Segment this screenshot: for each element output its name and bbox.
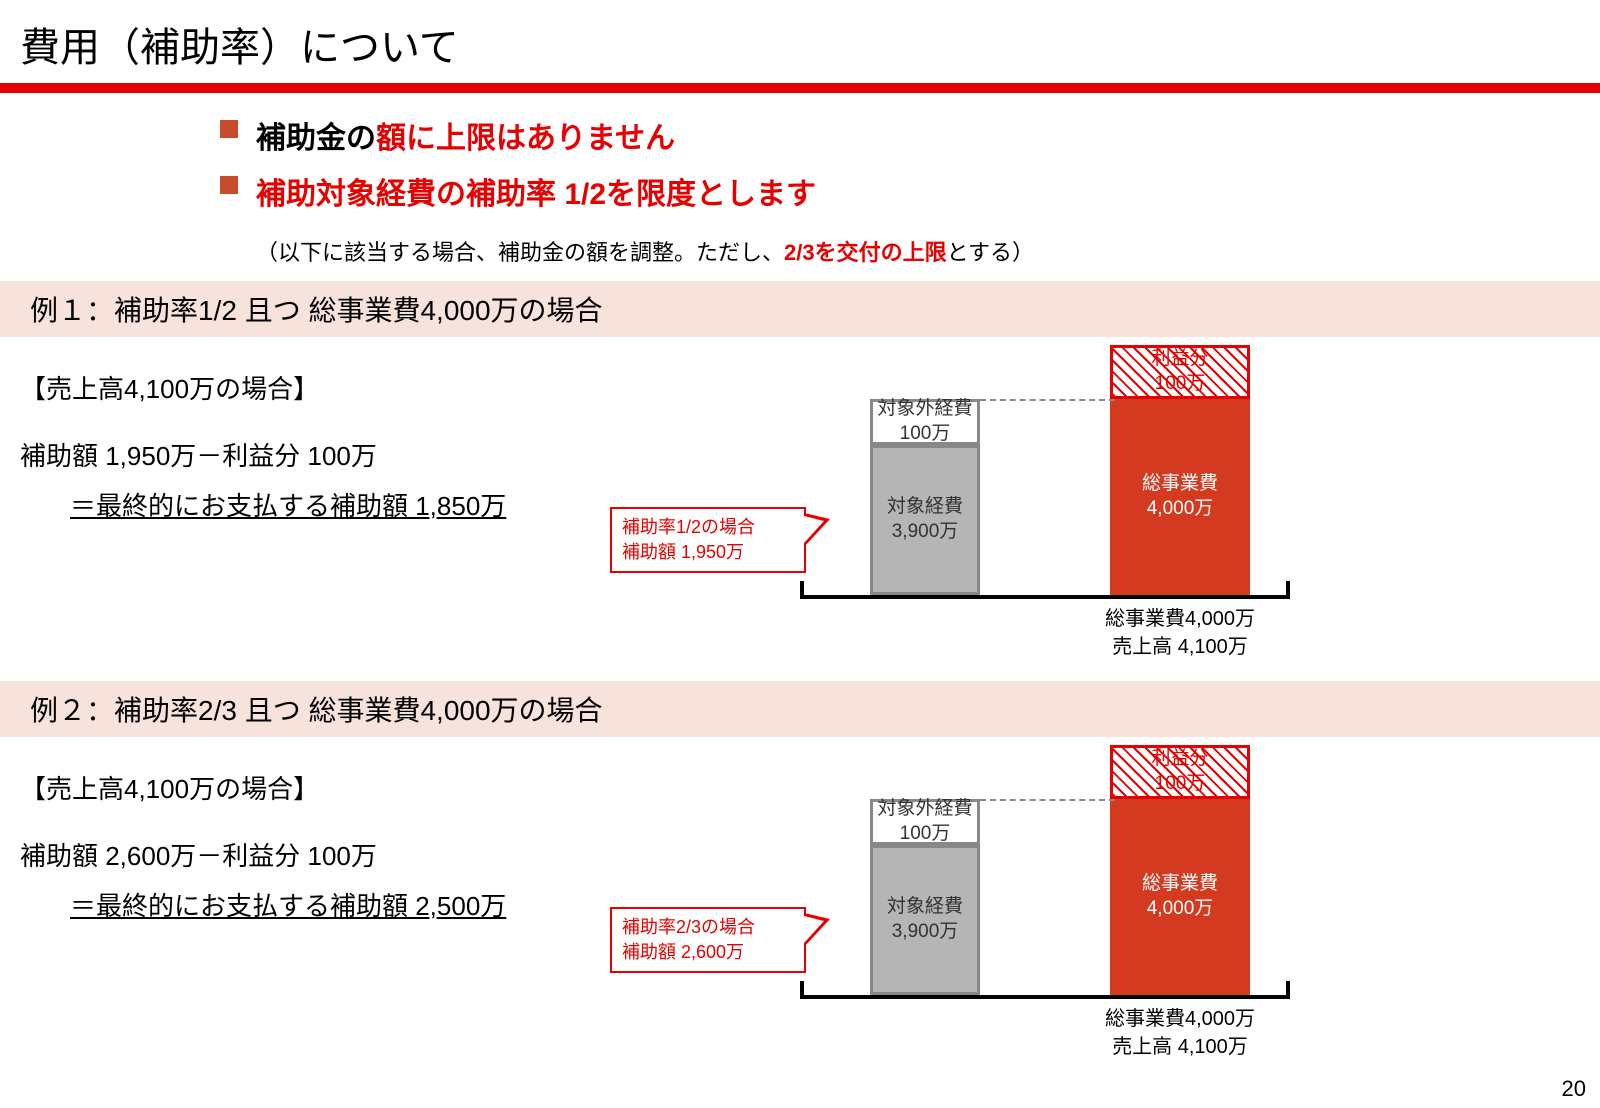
subnote-post: とする） <box>947 240 1034 265</box>
callout-pointer-fill <box>804 516 824 543</box>
subsidy-callout: 補助率1/2の場合補助額 1,950万 <box>610 507 806 573</box>
bar-label: 対象外経費 <box>877 397 972 422</box>
bar-label: 対象経費 <box>887 895 963 920</box>
bar-label: 3,900万 <box>892 520 959 545</box>
example-2-text: 【売上高4,100万の場合】 補助額 2,600万－利益分 100万 ＝最終的に… <box>20 747 640 931</box>
bar-label: 100万 <box>1155 772 1206 797</box>
bar-label: 100万 <box>1155 372 1206 397</box>
example-1-header: 例１：補助率1/2 且つ 総事業費4,000万の場合 <box>0 281 1600 337</box>
right-bar-footer: 総事業費4,000万売上高 4,100万 <box>1080 1005 1280 1061</box>
subnote-pre: （以下に該当する場合、補助金の額を調整。ただし、 <box>256 240 784 265</box>
subsidy-callout: 補助率2/3の場合補助額 2,600万 <box>610 907 806 973</box>
ex1-line2: ＝最終的にお支払する補助額 1,850万 <box>20 482 640 531</box>
bullet-1-pre: 補助金の <box>256 122 376 155</box>
axis-end-tick <box>1286 581 1290 599</box>
bullet-list: 補助金の額に上限はありません 補助対象経費の補助率 1/2を限度とします <box>0 93 1600 235</box>
square-bullet-icon <box>220 176 238 194</box>
left-bar-seg-1: 対象外経費100万 <box>870 399 980 445</box>
example-1-body: 【売上高4,100万の場合】 補助額 1,950万－利益分 100万 ＝最終的に… <box>0 337 1600 647</box>
ex2-line2: ＝最終的にお支払する補助額 2,500万 <box>20 882 640 931</box>
callout-l1: 補助率2/3の場合 <box>622 915 794 940</box>
footer-l2: 売上高 4,100万 <box>1080 633 1280 661</box>
bar-label: 4,000万 <box>1147 897 1214 922</box>
left-bar-seg-1: 対象外経費100万 <box>870 799 980 845</box>
example-2-chart: 対象経費3,900万対象外経費100万総事業費4,000万利益分100万補助率2… <box>640 747 1590 1047</box>
right-bar-seg-0: 総事業費4,000万 <box>1110 399 1250 595</box>
example-1-chart: 対象経費3,900万対象外経費100万総事業費4,000万利益分100万補助率1… <box>640 347 1590 647</box>
x-axis <box>800 995 1290 999</box>
footer-l1: 総事業費4,000万 <box>1080 1005 1280 1033</box>
dash-connector <box>980 799 1115 801</box>
bar-label: 総事業費 <box>1142 872 1218 897</box>
subnote-red: 2/3を交付の上限 <box>784 240 947 265</box>
ex2-case: 【売上高4,100万の場合】 <box>20 765 640 814</box>
bar-label: 総事業費 <box>1142 472 1218 497</box>
callout-l2: 補助額 1,950万 <box>622 540 794 565</box>
red-divider <box>0 83 1600 93</box>
callout-pointer-fill <box>804 916 824 943</box>
axis-end-tick <box>1286 981 1290 999</box>
bar-label: 3,900万 <box>892 920 959 945</box>
x-axis <box>800 595 1290 599</box>
ex2-line1: 補助額 2,600万－利益分 100万 <box>20 832 640 881</box>
example-2-body: 【売上高4,100万の場合】 補助額 2,600万－利益分 100万 ＝最終的に… <box>0 737 1600 1047</box>
bar-label: 利益分 <box>1151 347 1208 372</box>
ex1-case: 【売上高4,100万の場合】 <box>20 365 640 414</box>
example-2-header: 例２：補助率2/3 且つ 総事業費4,000万の場合 <box>0 681 1600 737</box>
right-bar-footer: 総事業費4,000万売上高 4,100万 <box>1080 605 1280 661</box>
left-bar-seg-0: 対象経費3,900万 <box>870 845 980 995</box>
bar-label: 利益分 <box>1151 747 1208 772</box>
page-title: 費用（補助率）について <box>0 0 1600 83</box>
bullet-2: 補助対象経費の補助率 1/2を限度とします <box>220 169 1600 213</box>
bar-label: 対象経費 <box>887 495 963 520</box>
axis-start-tick <box>800 581 804 599</box>
bullet-1-text: 補助金の額に上限はありません <box>256 113 675 157</box>
bar-label: 100万 <box>900 822 951 847</box>
bar-label: 100万 <box>900 422 951 447</box>
right-bar-seg-0: 総事業費4,000万 <box>1110 799 1250 995</box>
square-bullet-icon <box>220 120 238 138</box>
example-1-text: 【売上高4,100万の場合】 補助額 1,950万－利益分 100万 ＝最終的に… <box>20 347 640 531</box>
axis-start-tick <box>800 981 804 999</box>
bullet-2-text: 補助対象経費の補助率 1/2を限度とします <box>256 169 816 213</box>
dash-connector <box>980 399 1115 401</box>
footer-l2: 売上高 4,100万 <box>1080 1033 1280 1061</box>
page-number: 20 <box>1562 1076 1586 1102</box>
bar-label: 4,000万 <box>1147 497 1214 522</box>
bar-label: 対象外経費 <box>877 797 972 822</box>
left-bar-seg-0: 対象経費3,900万 <box>870 445 980 595</box>
callout-l2: 補助額 2,600万 <box>622 940 794 965</box>
footer-l1: 総事業費4,000万 <box>1080 605 1280 633</box>
ex1-line1: 補助額 1,950万－利益分 100万 <box>20 432 640 481</box>
right-bar-seg-1: 利益分100万 <box>1110 745 1250 799</box>
bullet-1-red: 額に上限はありません <box>376 122 675 155</box>
bullet-1: 補助金の額に上限はありません <box>220 113 1600 157</box>
bullet-subnote: （以下に該当する場合、補助金の額を調整。ただし、2/3を交付の上限とする） <box>256 235 1600 267</box>
callout-l1: 補助率1/2の場合 <box>622 515 794 540</box>
right-bar-seg-1: 利益分100万 <box>1110 345 1250 399</box>
